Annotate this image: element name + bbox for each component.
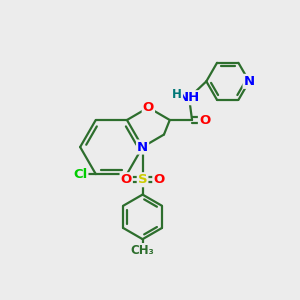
Text: Cl: Cl (73, 168, 87, 181)
Text: CH₃: CH₃ (131, 244, 154, 257)
Text: N: N (137, 140, 148, 154)
Text: S: S (138, 173, 147, 186)
Text: NH: NH (178, 91, 200, 104)
Text: N: N (244, 75, 255, 88)
Text: O: O (121, 173, 132, 186)
Text: O: O (199, 113, 210, 127)
Text: O: O (143, 101, 154, 114)
Text: O: O (153, 173, 164, 186)
Text: H: H (172, 88, 182, 101)
